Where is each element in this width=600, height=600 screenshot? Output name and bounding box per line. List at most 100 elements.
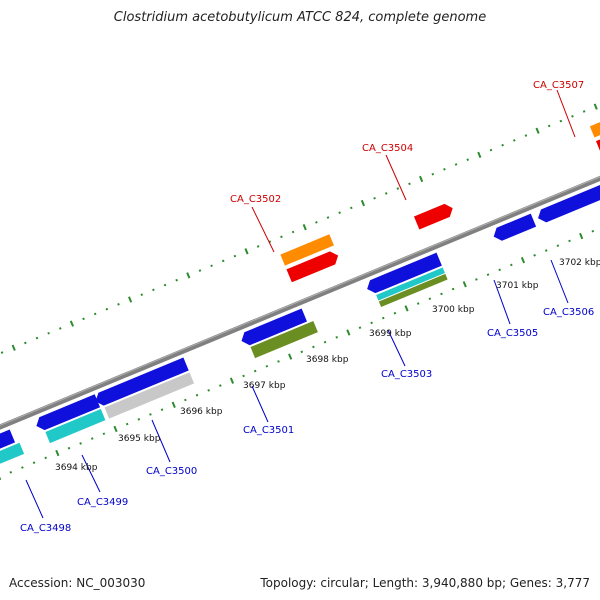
backbone-highlight	[0, 157, 600, 434]
ruler-tick	[0, 351, 4, 354]
ruler-tick	[535, 127, 540, 134]
ruler-tick	[32, 461, 36, 464]
inner-tick-row	[0, 229, 595, 481]
ruler-tick	[524, 134, 528, 137]
ruler-tick	[593, 103, 598, 110]
gene-label-reverse[interactable]: CA_C3500	[146, 466, 197, 477]
label-connectors	[25, 89, 576, 519]
ruler-tick	[152, 288, 155, 292]
ruler-tick	[253, 369, 257, 373]
ruler-tick	[510, 263, 513, 267]
ruler-tick	[323, 340, 327, 344]
gene-feature[interactable]	[535, 177, 600, 225]
gene-feature[interactable]	[0, 442, 25, 467]
ruler-tick	[582, 110, 586, 113]
ruler-tick	[47, 331, 50, 335]
ruler-tick	[443, 168, 446, 171]
gene-label-reverse[interactable]: CA_C3501	[243, 425, 294, 436]
ruler-tick	[520, 257, 526, 264]
ruler-tick	[404, 305, 409, 312]
gene-label-reverse[interactable]: CA_C3505	[487, 328, 538, 339]
ruler-tick	[233, 254, 237, 258]
ruler-tick	[559, 119, 563, 123]
ruler-tick	[242, 374, 245, 378]
ruler-tick	[428, 297, 432, 301]
gene-label-reverse[interactable]: CA_C3506	[543, 307, 594, 318]
gene-label-reverse[interactable]: CA_C3498	[20, 523, 71, 534]
gene-feature[interactable]	[45, 409, 106, 444]
kbp-tick-label: 3695 kbp	[118, 434, 161, 444]
ruler-tick	[556, 244, 560, 248]
ruler-tick	[229, 377, 235, 384]
ruler-tick	[128, 296, 133, 303]
ruler-tick	[326, 216, 330, 219]
kbp-tick-label: 3702 kbp	[559, 258, 600, 268]
ruler-tick	[373, 196, 376, 200]
ruler-tick	[277, 360, 280, 363]
ruler-tick	[312, 345, 315, 349]
kbp-tick-label: 3700 kbp	[432, 305, 475, 315]
ruler-tick	[35, 336, 39, 340]
ruler-tick	[69, 320, 74, 327]
ruler-tick	[544, 249, 548, 252]
ruler-tick	[198, 269, 202, 272]
ruler-tick	[498, 268, 501, 272]
ruler-tick	[244, 248, 249, 255]
gene-label-forward[interactable]: CA_C3504	[362, 143, 413, 154]
ruler-tick	[384, 192, 388, 195]
ruler-tick	[55, 449, 60, 457]
accession-text: Accession: NC_003030	[9, 576, 146, 590]
ruler-tick	[58, 327, 62, 330]
gene-feature[interactable]	[104, 372, 195, 419]
gene-label-forward[interactable]: CA_C3507	[533, 80, 584, 91]
ruler-tick	[93, 312, 97, 316]
gene-feature[interactable]	[93, 357, 189, 408]
gene-feature[interactable]	[280, 234, 334, 266]
ruler-tick	[358, 326, 362, 329]
kbp-tick-labels: 3694 kbp 3695 kbp 3696 kbp 3697 kbp 3698…	[55, 258, 600, 473]
kbp-tick-label: 3694 kbp	[55, 463, 98, 473]
gene-feature[interactable]	[34, 394, 101, 432]
gene-feature[interactable]	[376, 267, 445, 301]
ruler-tick	[302, 224, 307, 231]
ruler-tick	[338, 211, 341, 215]
gene-label-reverse[interactable]: CA_C3499	[77, 497, 128, 508]
ruler-tick	[160, 408, 164, 411]
ruler-tick	[9, 471, 13, 474]
ruler-tick	[477, 151, 482, 159]
forward-gene-labels: CA_C3502 CA_C3504 CA_C3507	[230, 80, 584, 205]
gene-feature[interactable]	[413, 202, 455, 230]
ruler-tick	[451, 287, 455, 291]
gene-feature[interactable]	[0, 429, 16, 454]
ruler-tick	[221, 259, 225, 263]
gene-feature[interactable]	[378, 273, 448, 308]
ruler-tick	[117, 303, 120, 306]
gene-feature[interactable]	[491, 213, 537, 243]
ruler-tick	[149, 413, 152, 416]
ruler-tick	[171, 401, 176, 408]
gene-feature[interactable]	[589, 114, 600, 138]
ruler-tick	[140, 293, 144, 296]
ruler-tick	[175, 278, 178, 282]
genome-backbone	[0, 156, 600, 437]
gene-feature[interactable]	[250, 321, 318, 359]
ruler-tick	[370, 321, 373, 325]
ruler-tick	[335, 336, 339, 339]
gene-label-forward[interactable]: CA_C3502	[230, 194, 281, 205]
ruler-tick	[571, 114, 574, 118]
ruler-tick	[125, 422, 129, 426]
ruler-tick	[218, 384, 222, 387]
gene-label-reverse[interactable]: CA_C3503	[381, 369, 432, 380]
gene-feature[interactable]	[239, 308, 307, 348]
gene-feature[interactable]	[286, 249, 340, 283]
ruler-tick	[265, 364, 269, 368]
ruler-tick	[90, 437, 94, 440]
ruler-tick	[210, 264, 213, 268]
ruler-tick	[462, 281, 467, 288]
ruler-tick	[24, 341, 27, 345]
reverse-gene-labels: CA_C3498 CA_C3499 CA_C3500 CA_C3501 CA_C…	[20, 307, 594, 534]
gene-feature[interactable]	[364, 252, 442, 296]
kbp-tick-label: 3698 kbp	[306, 355, 349, 365]
ruler-tick	[67, 446, 71, 450]
